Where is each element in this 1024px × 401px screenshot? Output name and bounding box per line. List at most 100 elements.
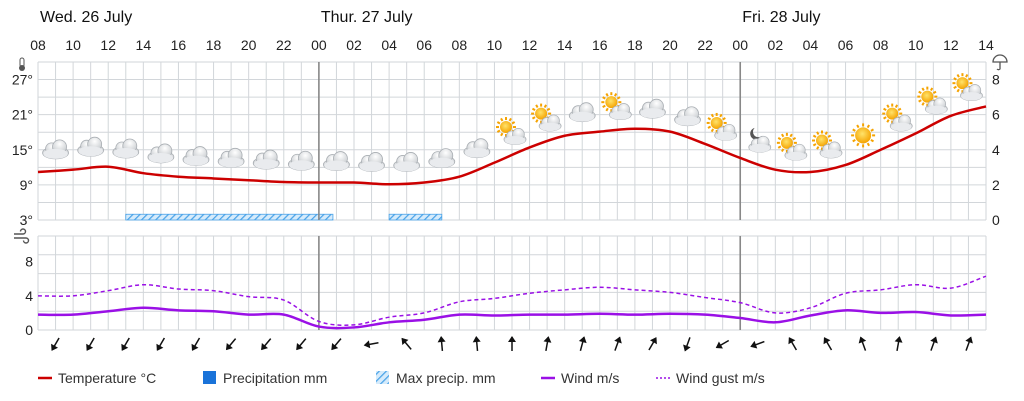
temperature-y-tick: 9° [20,177,33,193]
cloud-icon [287,150,315,171]
wind-arrow-icon [750,340,765,349]
wind-arrow-icon [225,338,237,351]
wind-arrow-icon [508,336,516,351]
temperature-y-ticks: 3° 9° 15° 21° 27° [12,72,33,228]
sun-icon [851,123,876,148]
wind-arrow-icon [472,336,481,352]
precipitation-y-tick: 2 [992,177,1000,193]
day-dividers-top [318,62,742,220]
wind-line [37,306,987,330]
cloud-icon [323,151,350,171]
x-tick-label: 12 [943,37,959,53]
wind-arrow-icon [683,337,691,352]
wind-y-tick: 8 [25,254,33,270]
wind-arrow-icon [614,336,622,351]
partly-sunny-icon [706,112,738,141]
legend-label: Temperature °C [58,370,156,386]
x-tick-labels: 08 10 12 14 16 18 20 22 00 02 04 06 08 10 12 14 16 18 20 22… [30,37,994,53]
umbrella-icon [992,54,1008,71]
partly-sunny-icon [776,132,808,161]
cloud-icon [393,152,421,172]
x-tick-label: 00 [732,37,748,53]
precipitation-y-tick: 0 [992,212,1000,228]
x-tick-label: 20 [662,37,678,53]
wind-arrow-icon [86,337,95,351]
wind-arrow-icon [331,338,342,351]
cloud-icon [463,138,491,159]
wind-arrow-icon [296,338,307,351]
wind-y-ticks: 0 4 8 [25,254,33,338]
temperature-line [37,105,987,186]
wind-arrow-icon [156,337,166,351]
wind-arrow-icon [578,336,587,351]
legend-label: Wind gust m/s [676,370,765,386]
wind-y-tick: 4 [25,288,33,304]
x-tick-label: 06 [416,37,432,53]
precipitation-bars [125,213,443,221]
wind-arrow-icon [543,336,552,352]
wind-arrow-icon [648,337,657,351]
wind-arrow-icon [191,337,201,351]
legend-swatch [376,371,389,384]
cloud-icon [568,102,596,123]
x-tick-label: 12 [522,37,538,53]
cloud-icon [42,139,69,160]
x-tick-label: 14 [557,37,573,53]
partly-sunny-icon [882,103,913,132]
legend-item: Precipitation mm [203,370,327,386]
wind-arrow-icon [121,337,130,351]
x-tick-label: 16 [592,37,608,53]
cloud-icon [358,152,385,172]
legend-item: Wind m/s [541,370,619,386]
wind-arrow-icon [363,340,379,349]
wind-gust-line [37,275,987,326]
day-labels: Wed. 26 July Thur. 27 July Fri. 28 July [40,9,820,26]
partly-sunny-icon [531,103,562,132]
x-tick-label: 06 [838,37,854,53]
legend-item: Max precip. mm [376,370,496,386]
temperature-y-tick: 3° [20,212,33,228]
x-tick-label: 02 [346,37,362,53]
x-tick-label: 20 [241,37,257,53]
x-tick-label: 10 [487,37,503,53]
wind-arrow-icon [894,336,903,352]
wind-panel: 0 4 8 [14,228,987,338]
partly-cloudy-night-icon [748,127,772,153]
wind-y-tick: 0 [25,322,33,338]
partly-sunny-icon [952,73,983,101]
day-label: Fri. 28 July [742,9,820,26]
cloud-icon [182,146,210,166]
legend-label: Wind m/s [561,370,619,386]
cloud-icon [77,136,105,157]
legend: Temperature °C Precipitation mm Max precip… [38,370,765,386]
day-label: Wed. 26 July [40,9,132,26]
cloud-icon [428,148,456,169]
temperature-y-tick: 15° [12,142,33,158]
x-tick-label: 12 [100,37,116,53]
x-tick-label: 00 [311,37,327,53]
x-tick-label: 08 [452,37,468,53]
x-tick-label: 14 [136,37,152,53]
temperature-grid [37,61,987,221]
x-tick-label: 14 [978,37,994,53]
x-tick-label: 04 [803,37,819,53]
wind-arrow-icon [261,338,272,351]
max-precip-bar [388,213,443,221]
temperature-y-tick: 27° [12,72,33,88]
legend-label: Max precip. mm [396,370,496,386]
thermometer-icon [19,57,25,71]
wind-arrow-icon [965,336,973,351]
partly-sunny-icon [812,130,843,159]
wind-arrow-icon [788,337,798,351]
wind-grid [37,235,987,331]
wind-arrow-icon [51,337,60,351]
legend-label: Precipitation mm [223,370,327,386]
x-tick-label: 22 [276,37,292,53]
precipitation-y-tick: 6 [992,107,1000,123]
x-tick-label: 08 [873,37,889,53]
x-tick-label: 10 [65,37,81,53]
legend-item: Temperature °C [38,370,156,386]
partly-sunny-icon [917,86,948,115]
wind-arrow-icon [437,336,446,352]
